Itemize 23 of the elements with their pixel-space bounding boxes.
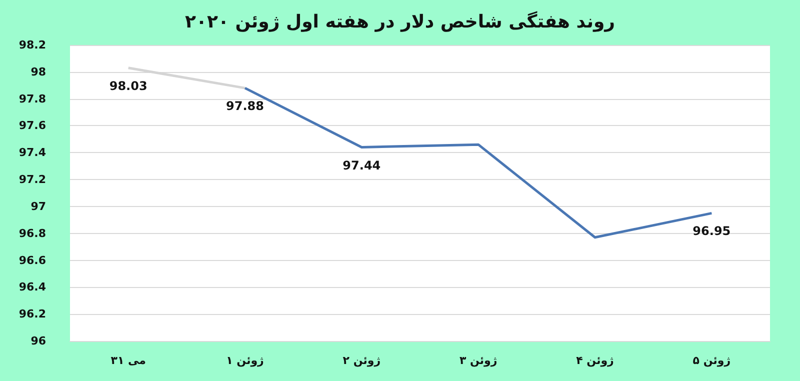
y-tick-label: 98 (30, 65, 46, 78)
data-label: 98.03 (109, 78, 148, 93)
y-tick-label: 98.2 (18, 38, 46, 52)
x-tick-label: ۲ ژوئن (342, 354, 381, 367)
x-tick-label: ۵ ژوئن (692, 354, 731, 367)
y-tick-label: 96.2 (18, 308, 46, 321)
data-label: 97.88 (226, 99, 264, 114)
y-tick-label: 97.8 (18, 92, 46, 106)
data-label: 96.95 (692, 224, 731, 238)
y-tick-label: 96.4 (18, 280, 46, 294)
data-label: 97.44 (342, 158, 381, 172)
y-tick-label: 96.6 (18, 254, 46, 267)
y-tick-label: 97.6 (18, 119, 46, 132)
y-tick-label: 97.2 (18, 173, 46, 186)
x-tick-label: ۳ ژوئن (459, 354, 498, 367)
x-tick-label: ۴ ژوئن (576, 354, 614, 367)
x-tick-label: ۱ ژوئن (226, 354, 264, 367)
y-tick-label: 96 (30, 334, 46, 348)
y-tick-label: 96.8 (18, 226, 46, 240)
chart-title: روند هفتگی شاخص دلار در هفته اول ژوئن ۲۰۲۰ (184, 10, 616, 32)
y-tick-label: 97 (30, 200, 46, 213)
y-tick-label: 97.4 (18, 146, 46, 160)
x-tick-label: ۳۱ می (110, 354, 146, 367)
